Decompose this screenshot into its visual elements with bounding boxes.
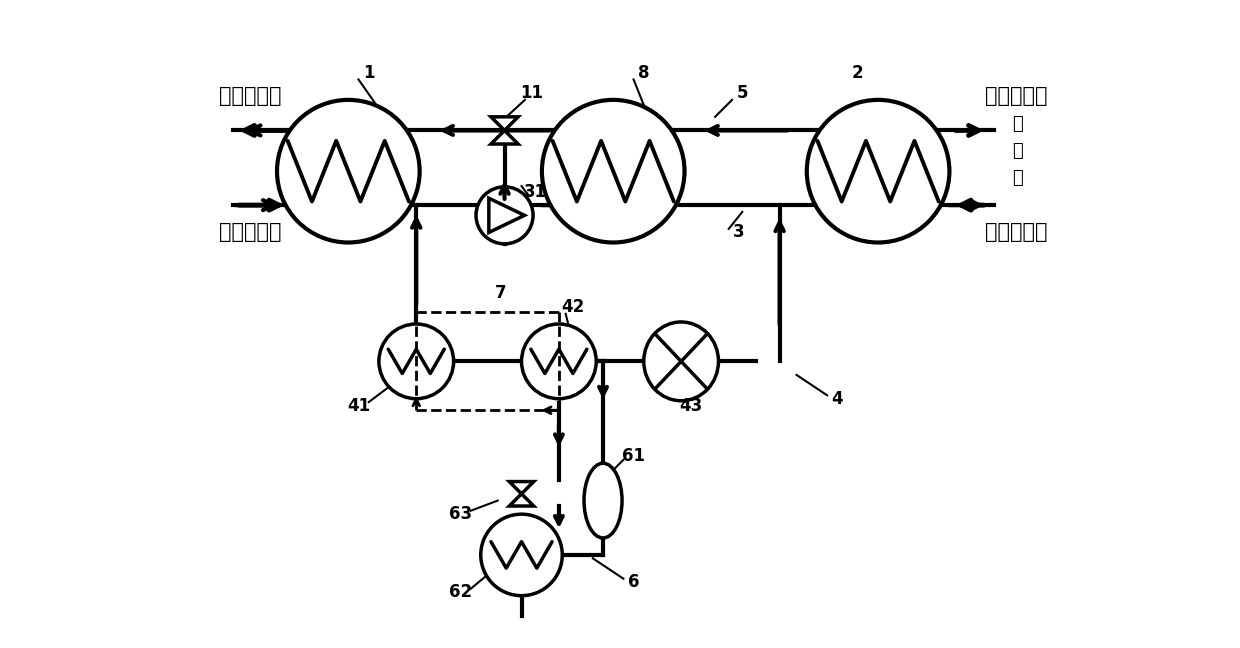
Polygon shape: [491, 130, 518, 144]
Text: 高温流体出: 高温流体出: [986, 86, 1048, 106]
Text: 高温流体进: 高温流体进: [986, 222, 1048, 242]
Text: 5: 5: [737, 84, 748, 102]
Text: 3: 3: [733, 224, 745, 241]
Text: 4: 4: [832, 389, 843, 408]
Text: 31: 31: [523, 183, 547, 201]
Text: 43: 43: [680, 397, 703, 415]
Polygon shape: [510, 494, 533, 506]
Text: 61: 61: [622, 447, 645, 465]
Circle shape: [277, 100, 419, 242]
Text: 63: 63: [449, 505, 472, 523]
Circle shape: [481, 514, 562, 596]
Text: 温: 温: [1012, 142, 1023, 160]
Text: 高: 高: [1012, 115, 1023, 133]
Ellipse shape: [584, 463, 622, 538]
Ellipse shape: [644, 322, 718, 400]
Text: 6: 6: [627, 573, 640, 591]
Text: 1: 1: [363, 64, 374, 82]
Circle shape: [522, 324, 596, 399]
Text: 41: 41: [347, 397, 370, 415]
Circle shape: [476, 187, 533, 244]
Text: 62: 62: [449, 583, 472, 601]
Text: 8: 8: [639, 64, 650, 82]
Circle shape: [807, 100, 950, 242]
Polygon shape: [491, 117, 518, 130]
Text: 42: 42: [560, 298, 584, 316]
Text: 2: 2: [852, 64, 863, 82]
Text: 低温流体出: 低温流体出: [219, 86, 281, 106]
Circle shape: [379, 324, 454, 399]
Text: 低温流体进: 低温流体进: [219, 222, 281, 242]
Polygon shape: [510, 481, 533, 494]
Text: 11: 11: [521, 84, 543, 102]
Text: 端: 端: [1012, 169, 1023, 187]
Circle shape: [542, 100, 684, 242]
Text: 7: 7: [495, 284, 507, 303]
